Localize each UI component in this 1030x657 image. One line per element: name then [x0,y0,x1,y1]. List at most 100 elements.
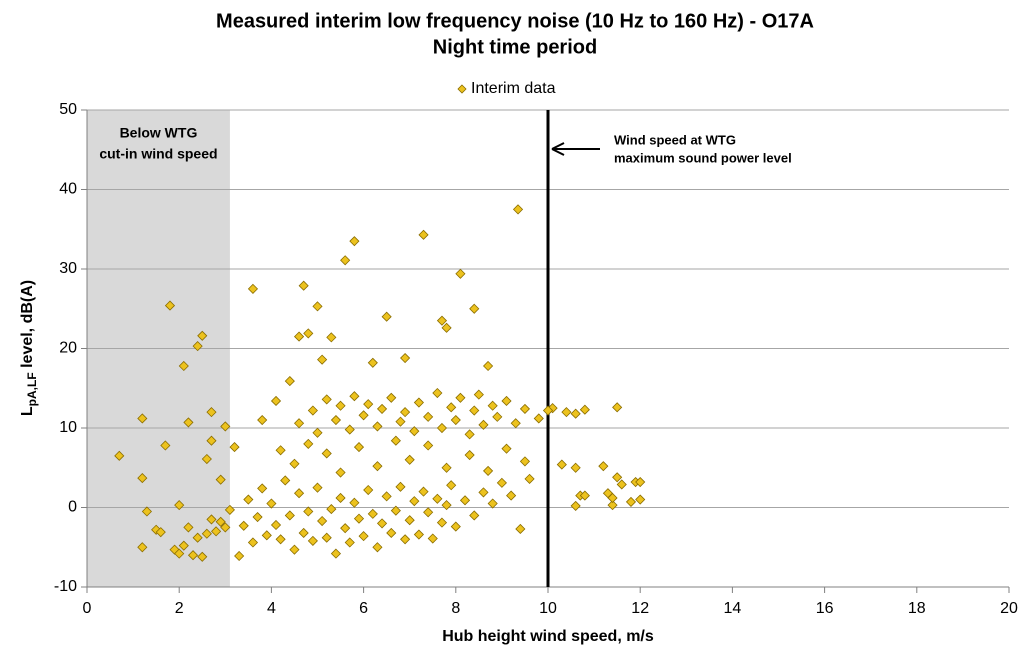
scatter-point [367,357,378,368]
x-tick-label: 8 [451,600,460,617]
scatter-point [183,522,194,533]
scatter-point [469,405,480,416]
scatter-point [570,408,581,419]
y-tick-label: 50 [59,101,77,118]
scatter-point [372,421,383,432]
scatter-point [473,389,484,400]
scatter-point [556,459,567,470]
scatter-point [400,534,411,545]
scatter-point [206,407,217,418]
scatter-point [137,473,148,484]
scatter-point [625,496,637,508]
scatter-point [349,497,360,508]
scatter-point [372,542,383,553]
scatter-point [238,520,249,531]
scatter-point [432,493,443,504]
scatter-point [478,419,489,430]
scatter-point [317,354,328,365]
scatter-point [358,410,369,421]
scatter-point [390,435,401,446]
scatter-point [284,376,295,387]
x-tick-label: 18 [908,600,926,617]
scatter-point [432,387,443,399]
scatter-point [510,418,521,429]
scatter-point [519,403,531,414]
x-tick-label: 20 [1000,600,1018,617]
scatter-point [376,403,388,414]
scatter-point [501,443,512,454]
scatter-point [206,435,217,446]
scatter-point [616,479,627,490]
scatter-point [340,523,351,534]
scatter-point [174,548,185,559]
scatter-point [635,476,646,488]
scatter-point [349,391,360,402]
scatter-point [137,542,148,553]
scatter-point [215,516,226,527]
shaded-label: cut-in wind speed [99,146,217,162]
scatter-point [376,518,388,529]
y-tick-label: 30 [59,260,77,277]
scatter-point [243,494,254,505]
scatter-point [224,504,235,515]
scatter-point [570,462,581,473]
scatter-point [501,395,512,407]
scatter-point [533,413,544,424]
scatter-point [349,236,360,247]
scatter-point [234,550,245,562]
scatter-point [284,510,295,521]
scatter-point [192,532,203,543]
scatter-point [326,504,337,515]
scatter-point [206,514,217,525]
scatter-point [455,268,466,279]
scatter-point [607,500,618,511]
scatter-point [450,521,461,532]
scatter-point [483,360,494,372]
legend-label: Interim data [471,80,556,97]
scatter-point [423,440,434,451]
scatter-point [487,498,498,509]
scatter-point [358,531,369,542]
scatter-point [303,328,314,339]
scatter-point [441,500,452,511]
scatter-point [570,500,581,511]
scatter-point [427,533,438,544]
y-axis-label: LpA,LF level, dB(A) [19,280,39,416]
scatter-point [307,535,318,546]
scatter-point [506,490,517,501]
scatter-point [598,461,609,472]
scatter-point [395,481,406,492]
scatter-point [409,426,420,437]
scatter-point [220,421,231,432]
scatter-point [579,490,590,501]
y-tick-label: 20 [59,340,77,357]
scatter-point [390,505,401,516]
reference-label: Wind speed at WTG [614,132,736,147]
scatter-point [330,548,342,559]
scatter-point [492,411,503,422]
scatter-point [464,449,475,461]
scatter-point [257,483,268,494]
scatter-point [524,473,535,484]
scatter-point [579,404,590,415]
scatter-point [261,530,272,541]
scatter-point [367,508,378,519]
scatter-point [155,527,166,538]
scatter-point [423,411,434,422]
scatter-point [247,537,259,548]
scatter-point [293,488,305,499]
scatter-point [317,515,328,527]
scatter-point [326,332,337,343]
scatter-point [211,526,222,537]
scatter-point [275,445,286,456]
scatter-point [469,510,480,521]
scatter-point [418,486,429,497]
scatter-point [201,453,212,465]
chart-title: Measured interim low frequency noise (10… [216,10,814,32]
scatter-point [612,472,623,483]
arrow-head [551,142,565,156]
scatter-point [441,322,452,333]
scatter-point [515,523,526,535]
scatter-point [303,438,314,449]
scatter-point [187,550,199,561]
